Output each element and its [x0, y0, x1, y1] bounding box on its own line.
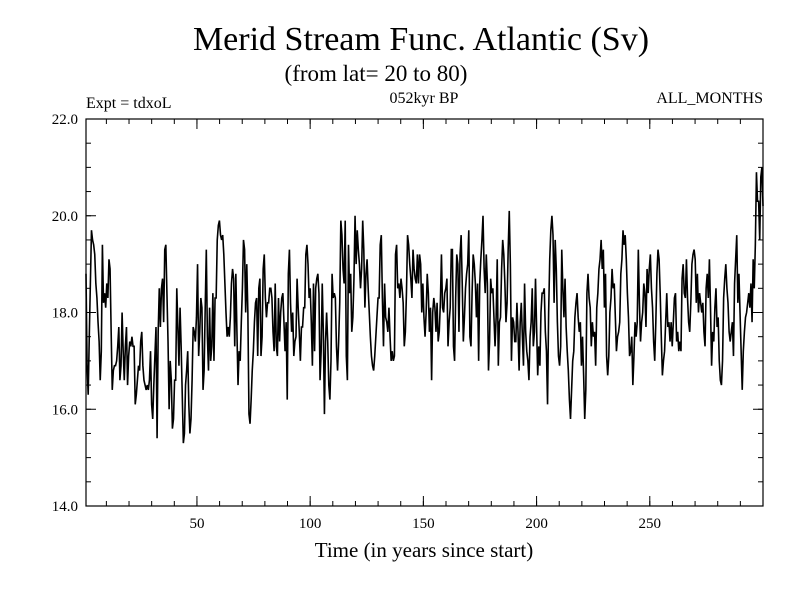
x-tick-label: 150	[412, 516, 435, 532]
plot-frame	[85, 118, 764, 507]
y-tick-label: 16.0	[52, 402, 78, 418]
chart-title: Merid Stream Func. Atlantic (Sv)	[193, 21, 649, 58]
x-axis-ticks	[105, 119, 741, 506]
y-tick-label: 18.0	[52, 306, 78, 322]
series-line	[85, 167, 764, 444]
period-label: 052kyr BP	[390, 90, 459, 107]
x-tick-label: 200	[525, 516, 548, 532]
months-label: ALL_MONTHS	[656, 90, 763, 107]
y-tick-label: 14.0	[52, 499, 78, 515]
series-group	[85, 167, 764, 444]
x-tick-label: 100	[299, 516, 322, 532]
x-axis-label: Time (in years since start)	[315, 538, 534, 562]
y-tick-label: 20.0	[52, 209, 78, 225]
x-axis-tick-labels: 50 100 150 200 250	[189, 516, 661, 532]
x-tick-label: 50	[189, 516, 204, 532]
y-axis-tick-labels: 14.0 16.0 18.0 20.0 22.0	[52, 112, 78, 515]
experiment-label: Expt = tdxoL	[86, 95, 171, 112]
y-tick-label: 22.0	[52, 112, 78, 128]
chart-subtitle: (from lat= 20 to 80)	[285, 61, 468, 86]
x-tick-label: 250	[639, 516, 662, 532]
